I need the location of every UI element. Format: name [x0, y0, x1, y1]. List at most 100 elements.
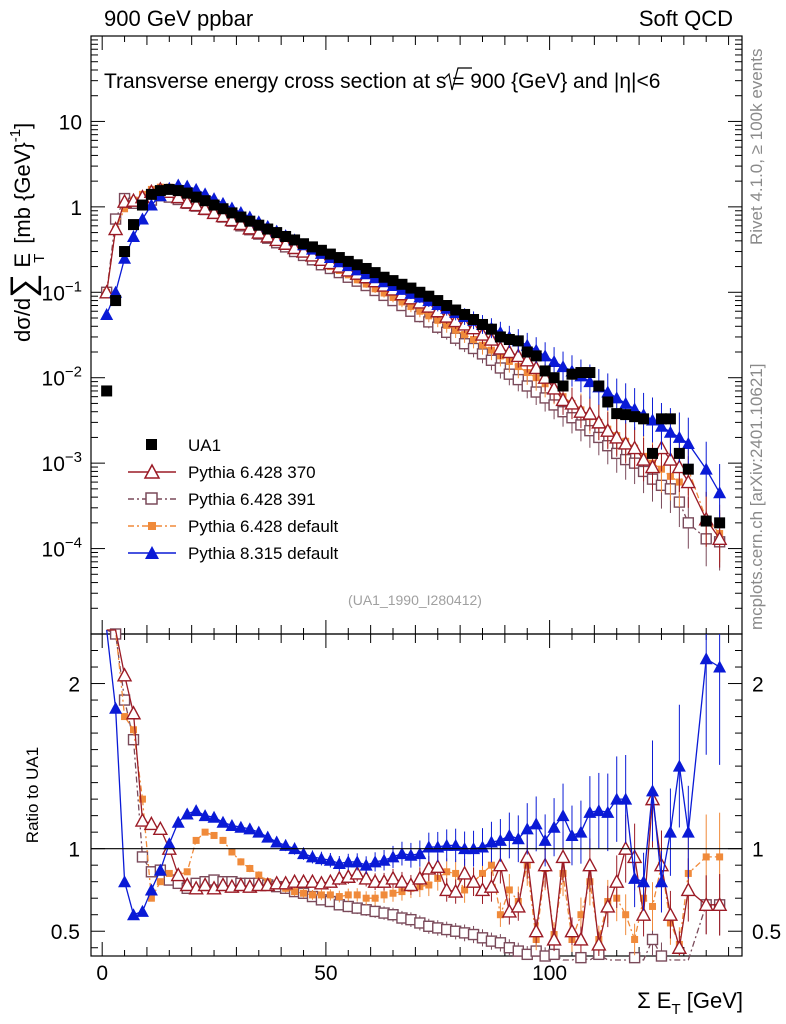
x-tick-label: 0: [96, 962, 108, 985]
point-py6_default: [577, 911, 585, 919]
point-py6_default: [702, 853, 710, 861]
point-py8: [601, 805, 615, 818]
point-py6_370: [439, 881, 455, 897]
point-py6_370: [671, 939, 688, 954]
point-py6_370: [609, 429, 625, 444]
point-py8: [619, 792, 633, 805]
point-py6_370: [680, 474, 696, 489]
point-py6_default: [130, 726, 138, 734]
point-py8: [305, 850, 319, 863]
point-py8: [135, 212, 149, 225]
series-line-py8: [106, 629, 720, 916]
ratio-panel: 2 2 1 1 0.5 0.5 0 50 100 Ratio to UA1 Σ ET [GeV]: [23, 628, 781, 1018]
point-py8: [135, 904, 149, 917]
point-ua1: [485, 323, 497, 335]
point-py8: [198, 809, 212, 822]
point-py6_370: [528, 360, 544, 375]
point-py8: [127, 908, 141, 921]
point-py6_370: [170, 867, 186, 882]
main-y-label: dσ/d∑ ET [mb {GeV}-1]: [4, 123, 48, 342]
point-py8: [386, 850, 400, 863]
header-left: 900 GeV ppbar: [104, 6, 253, 31]
point-ua1: [714, 517, 726, 529]
point-py6_default: [344, 891, 352, 899]
point-py8: [314, 852, 328, 865]
point-py8: [646, 784, 660, 797]
point-py6_default: [183, 868, 191, 876]
point-py6_default: [362, 894, 370, 902]
series-py8: [106, 629, 727, 921]
point-py6_370: [439, 308, 455, 323]
point-ua1: [432, 295, 444, 307]
point-py6_default: [228, 848, 236, 856]
point-py6_370: [394, 873, 410, 888]
point-ua1: [342, 255, 354, 267]
point-py6_370: [170, 189, 186, 204]
point-py6_370: [152, 820, 169, 836]
point-py8: [713, 486, 727, 499]
point-ua1: [459, 308, 471, 320]
series-line-py6_default: [106, 629, 720, 947]
point-py6_default: [716, 853, 724, 861]
point-py6_default: [362, 280, 370, 288]
point-ua1: [360, 262, 372, 274]
point-py8: [538, 349, 552, 362]
legend-marker-py6-370: [143, 463, 161, 479]
point-py8: [109, 701, 123, 714]
y-tick-label-exp: −4: [65, 535, 82, 552]
x-tick-label: 50: [314, 962, 337, 985]
ylabel-main: dσ/d: [10, 298, 35, 342]
point-py6_default: [461, 886, 469, 894]
point-ua1: [700, 515, 712, 527]
point-py6_370: [546, 380, 562, 395]
point-py8: [699, 652, 713, 665]
point-ua1: [315, 244, 327, 256]
point-py6_default: [461, 331, 469, 339]
point-py6_370: [242, 220, 258, 235]
point-py6_370: [573, 931, 589, 946]
point-py8: [672, 430, 686, 443]
point-ua1: [101, 385, 113, 397]
point-py8: [422, 840, 436, 853]
point-ua1: [378, 271, 390, 283]
point-ua1: [333, 252, 345, 264]
point-py6_default: [425, 312, 433, 320]
point-ua1: [119, 246, 131, 258]
legend-marker-py6-default: [148, 522, 156, 530]
header-right: Soft QCD: [639, 6, 733, 31]
point-py6_370: [412, 870, 428, 885]
point-py6_370: [564, 923, 580, 938]
point-ua1: [262, 223, 274, 235]
point-py6_370: [564, 395, 580, 410]
point-py8: [637, 875, 651, 888]
point-py8: [207, 810, 221, 823]
point-py6_default: [255, 871, 263, 879]
point-py6_370: [116, 667, 133, 682]
point-ua1: [199, 195, 211, 207]
point-py8: [261, 830, 275, 843]
point-py6_default: [121, 205, 129, 213]
point-py6_370: [197, 877, 213, 892]
point-py8: [529, 817, 543, 830]
ratio-plot-frame: [90, 633, 743, 957]
point-py6_default: [487, 346, 495, 354]
series-py6_370: [98, 181, 728, 568]
point-py6_default: [121, 713, 129, 721]
point-py6_370: [107, 221, 124, 236]
point-py6_391: [655, 950, 668, 962]
point-py8: [144, 883, 158, 896]
point-py6_370: [447, 883, 464, 898]
series-line-py6_370: [106, 629, 720, 948]
point-py8: [502, 828, 516, 841]
point-py8: [118, 875, 132, 888]
point-py8: [180, 807, 194, 820]
point-py6_391: [127, 733, 140, 746]
x-axis-label: Σ ET [GeV]: [637, 988, 743, 1018]
point-py6_default: [371, 285, 379, 293]
point-py8: [350, 855, 364, 868]
point-py6_370: [680, 881, 696, 897]
point-py8: [574, 825, 588, 838]
main-title-root: s: [436, 70, 447, 93]
